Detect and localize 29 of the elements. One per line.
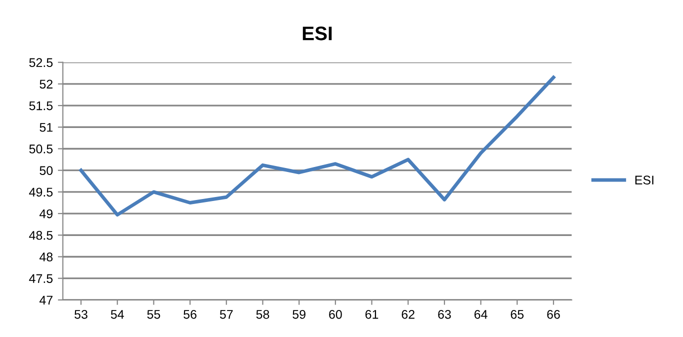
y-tick-label: 48	[40, 252, 53, 262]
y-tick-label: 51.5	[29, 101, 53, 110]
y-tick-label: 48.5	[29, 230, 53, 240]
y-tick-label: 52	[40, 80, 52, 89]
y-tick-label: 49.5	[29, 188, 53, 197]
x-tick-label: 60	[329, 310, 342, 319]
line-series	[79, 76, 556, 217]
y-tick-label: 47.5	[29, 274, 53, 283]
x-tick-label: 59	[292, 310, 306, 319]
y-tick-label: 50.5	[29, 144, 53, 154]
x-tick-label: 66	[547, 310, 560, 319]
legend-label: ESI	[635, 176, 654, 184]
x-tick-label: 57	[220, 310, 233, 319]
y-tick-label: 50	[40, 166, 53, 175]
x-tick-label: 65	[510, 310, 524, 319]
y-tick-label: 49	[40, 209, 53, 218]
x-tick-label: 58	[256, 310, 270, 319]
x-tick-label: 62	[402, 310, 414, 319]
x-tick-label: 54	[110, 310, 124, 319]
chart-title: ESI	[302, 26, 332, 40]
x-tick-label: 56	[184, 310, 196, 319]
y-tick-label: 51	[40, 123, 53, 132]
x-tick-label: 63	[438, 310, 451, 319]
x-tick-label: 53	[74, 310, 88, 319]
x-tick-label: 64	[474, 310, 488, 319]
y-tick-label: 47	[40, 296, 52, 304]
y-tick-label: 52.5	[29, 58, 53, 67]
x-tick-label: 61	[365, 310, 378, 319]
x-tick-label: 55	[147, 310, 160, 319]
